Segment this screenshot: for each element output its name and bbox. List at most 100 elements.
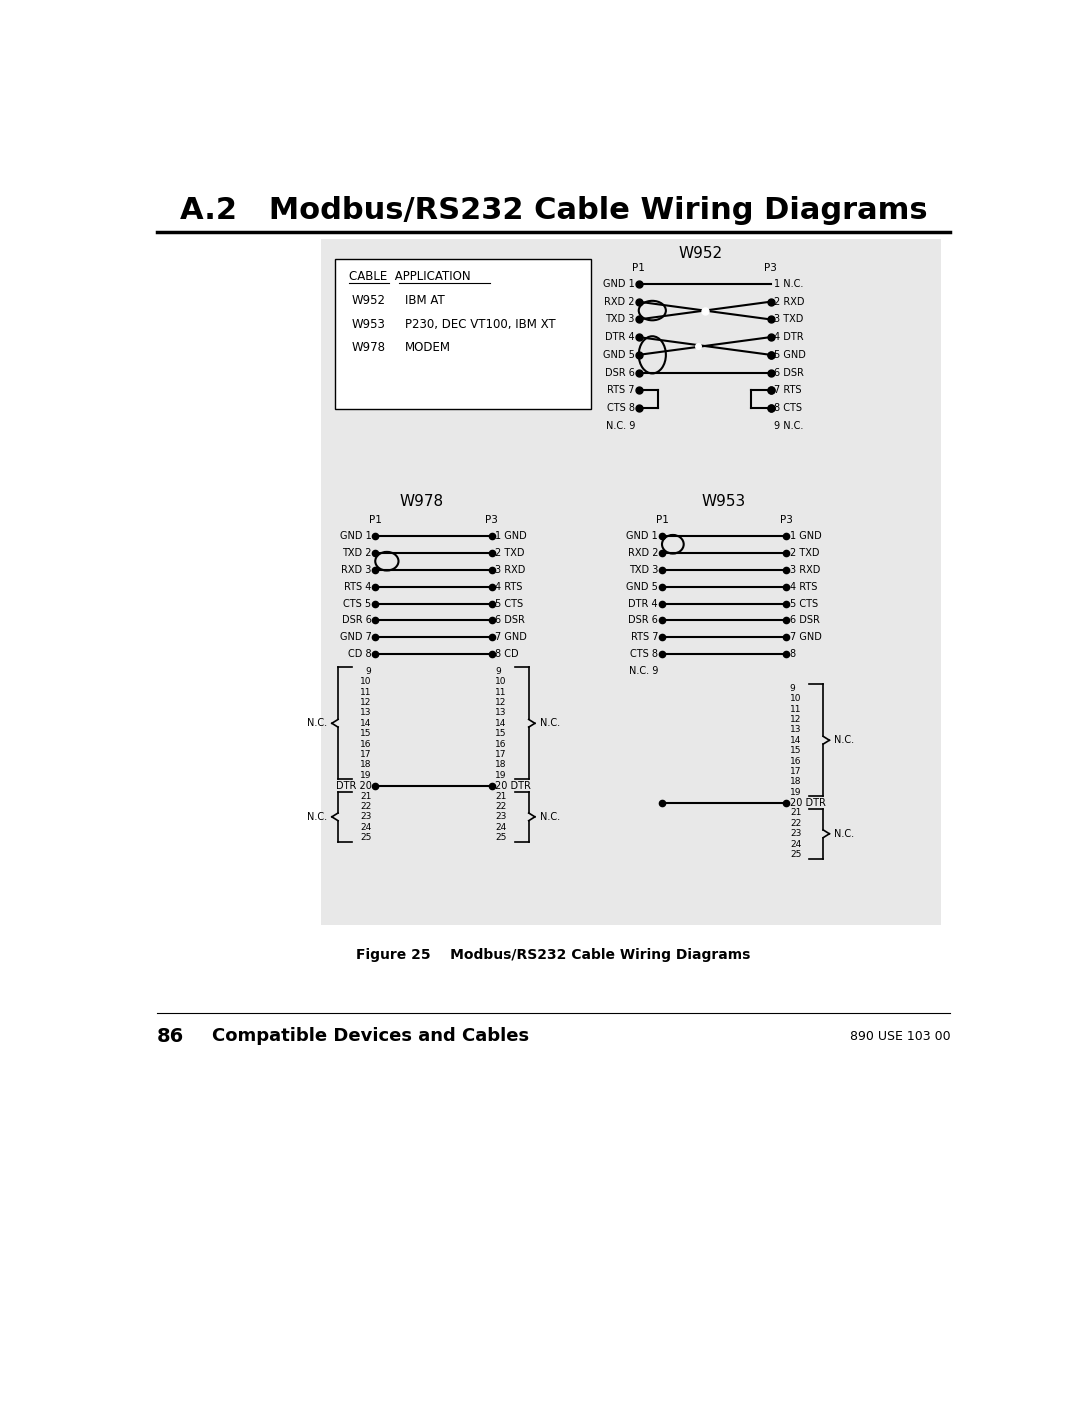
Text: TXD 2: TXD 2 [342, 548, 372, 558]
Text: 2 RXD: 2 RXD [774, 296, 805, 306]
Text: RTS 7: RTS 7 [607, 385, 635, 395]
Text: 8 CTS: 8 CTS [774, 402, 802, 412]
Text: GND 1: GND 1 [339, 531, 372, 541]
Text: 22: 22 [360, 802, 372, 811]
Text: CABLE  APPLICATION: CABLE APPLICATION [349, 269, 471, 283]
Text: 17: 17 [789, 767, 801, 777]
Text: 15: 15 [360, 730, 372, 738]
Text: W953: W953 [352, 317, 386, 330]
Text: 19: 19 [789, 788, 801, 796]
Text: 10: 10 [360, 677, 372, 686]
Text: 12: 12 [789, 716, 801, 724]
Text: 21: 21 [360, 792, 372, 801]
Text: 25: 25 [360, 833, 372, 842]
Text: 4 DTR: 4 DTR [774, 332, 804, 341]
Text: GND 1: GND 1 [603, 279, 635, 289]
Text: 4 RTS: 4 RTS [496, 581, 523, 592]
Text: P1: P1 [656, 516, 669, 526]
Text: 7 GND: 7 GND [789, 632, 822, 642]
Text: 5 CTS: 5 CTS [496, 598, 524, 608]
Text: N.C. 9: N.C. 9 [606, 421, 635, 431]
Text: 5 GND: 5 GND [774, 350, 807, 360]
Text: 21: 21 [789, 809, 801, 818]
Text: Compatible Devices and Cables: Compatible Devices and Cables [213, 1027, 529, 1046]
Text: DSR 6: DSR 6 [605, 367, 635, 377]
Text: Figure 25    Modbus/RS232 Cable Wiring Diagrams: Figure 25 Modbus/RS232 Cable Wiring Diag… [356, 948, 751, 962]
Text: 23: 23 [789, 829, 801, 839]
Text: 25: 25 [496, 833, 507, 842]
Text: N.C.: N.C. [834, 735, 854, 745]
Text: RTS 7: RTS 7 [631, 632, 658, 642]
Text: 16: 16 [496, 740, 507, 748]
Text: 17: 17 [496, 750, 507, 760]
Text: 14: 14 [360, 718, 372, 728]
Text: 22: 22 [496, 802, 507, 811]
Text: DSR 6: DSR 6 [341, 615, 372, 625]
Text: 7 GND: 7 GND [496, 632, 527, 642]
Text: 22: 22 [789, 819, 801, 828]
Text: 86: 86 [157, 1027, 184, 1046]
Text: 1 GND: 1 GND [496, 531, 527, 541]
Text: CD 8: CD 8 [348, 649, 372, 659]
Text: 24: 24 [789, 840, 801, 849]
Text: N.C.: N.C. [307, 812, 327, 822]
Text: 19: 19 [360, 771, 372, 779]
Text: 2 TXD: 2 TXD [789, 548, 820, 558]
Text: 11: 11 [360, 687, 372, 697]
Text: 15: 15 [789, 747, 801, 755]
Text: 11: 11 [789, 704, 801, 714]
Text: 10: 10 [496, 677, 507, 686]
Text: GND 7: GND 7 [339, 632, 372, 642]
Text: 14: 14 [496, 718, 507, 728]
Text: 18: 18 [496, 761, 507, 769]
Text: P1: P1 [632, 262, 645, 273]
Text: 12: 12 [360, 699, 372, 707]
FancyBboxPatch shape [321, 239, 941, 925]
Text: 24: 24 [360, 823, 372, 832]
Text: RTS 4: RTS 4 [345, 581, 372, 592]
Text: 18: 18 [360, 761, 372, 769]
Text: 7 RTS: 7 RTS [774, 385, 801, 395]
Text: TXD 3: TXD 3 [606, 315, 635, 324]
Text: 23: 23 [496, 812, 507, 822]
Text: 16: 16 [789, 757, 801, 765]
Text: 6 DSR: 6 DSR [496, 615, 525, 625]
Text: 3 RXD: 3 RXD [789, 564, 820, 575]
Text: RXD 3: RXD 3 [341, 564, 372, 575]
Text: W953: W953 [702, 493, 746, 509]
Text: 6 DSR: 6 DSR [789, 615, 820, 625]
Text: P3: P3 [485, 516, 498, 526]
Text: W978: W978 [352, 340, 386, 354]
Text: 13: 13 [789, 726, 801, 734]
Text: W952: W952 [352, 295, 386, 307]
Text: IBM AT: IBM AT [405, 295, 445, 307]
Text: 18: 18 [789, 778, 801, 786]
Text: 17: 17 [360, 750, 372, 760]
Text: N.C. 9: N.C. 9 [629, 666, 658, 676]
Text: 6 DSR: 6 DSR [774, 367, 805, 377]
Text: P3: P3 [780, 516, 793, 526]
Text: 8: 8 [789, 649, 796, 659]
Text: N.C.: N.C. [834, 829, 854, 839]
Text: P230, DEC VT100, IBM XT: P230, DEC VT100, IBM XT [405, 317, 555, 330]
Text: 8 CD: 8 CD [496, 649, 519, 659]
Text: 23: 23 [360, 812, 372, 822]
Text: 11: 11 [496, 687, 507, 697]
Text: 12: 12 [496, 699, 507, 707]
Text: 19: 19 [496, 771, 507, 779]
Text: 21: 21 [496, 792, 507, 801]
Text: RXD 2: RXD 2 [605, 296, 635, 306]
Text: 4 RTS: 4 RTS [789, 581, 818, 592]
Text: 16: 16 [360, 740, 372, 748]
Text: GND 5: GND 5 [626, 581, 658, 592]
Text: GND 1: GND 1 [626, 531, 658, 541]
Text: DTR 4: DTR 4 [629, 598, 658, 608]
Text: N.C.: N.C. [540, 718, 559, 728]
Text: RXD 2: RXD 2 [627, 548, 658, 558]
Text: 20 DTR: 20 DTR [789, 798, 826, 808]
Text: TXD 3: TXD 3 [629, 564, 658, 575]
Text: 24: 24 [496, 823, 507, 832]
Text: GND 5: GND 5 [603, 350, 635, 360]
Text: 14: 14 [789, 735, 801, 745]
Text: A.2   Modbus/RS232 Cable Wiring Diagrams: A.2 Modbus/RS232 Cable Wiring Diagrams [179, 196, 928, 224]
